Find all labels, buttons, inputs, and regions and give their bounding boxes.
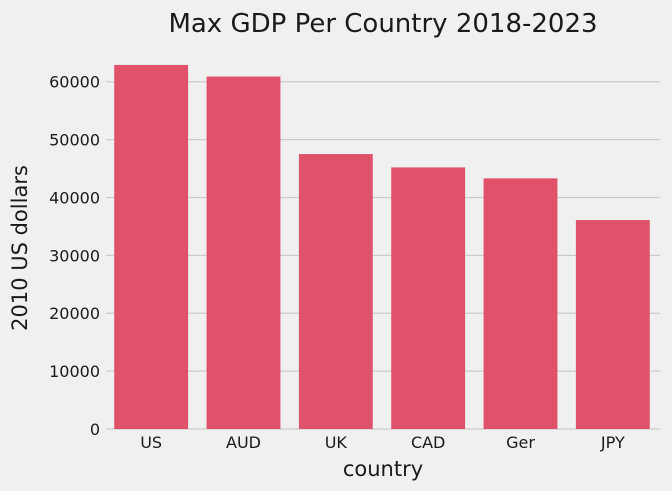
- bar-jpy: [575, 220, 650, 429]
- x-tick-label: US: [140, 433, 162, 452]
- x-tick-labels: US AUD UK CAD Ger JPY: [140, 433, 625, 452]
- y-axis-label: 2010 US dollars: [8, 165, 32, 331]
- y-tick-label: 10000: [49, 362, 100, 381]
- y-tick-label: 30000: [49, 246, 100, 265]
- bar-uk: [298, 154, 373, 430]
- y-tick-labels: 0 10000 20000 30000 40000 50000 60000: [49, 73, 100, 439]
- x-tick-label: CAD: [411, 433, 445, 452]
- grid-lines: [106, 81, 660, 430]
- bars: [114, 64, 650, 430]
- bar-cad: [391, 167, 466, 429]
- x-axis-label: country: [343, 457, 423, 481]
- bar-ger: [483, 178, 558, 429]
- x-tick-label: JPY: [600, 433, 625, 452]
- bar-us: [114, 64, 189, 430]
- x-tick-label: AUD: [226, 433, 261, 452]
- y-tick-label: 40000: [49, 188, 100, 207]
- y-tick-label: 50000: [49, 131, 100, 150]
- x-tick-label: Ger: [506, 433, 535, 452]
- y-tick-label: 20000: [49, 304, 100, 323]
- chart-title: Max GDP Per Country 2018-2023: [168, 9, 597, 39]
- y-tick-label: 0: [90, 420, 100, 439]
- bar-aud: [206, 76, 281, 429]
- y-tick-label: 60000: [49, 73, 100, 92]
- x-tick-label: UK: [325, 433, 348, 452]
